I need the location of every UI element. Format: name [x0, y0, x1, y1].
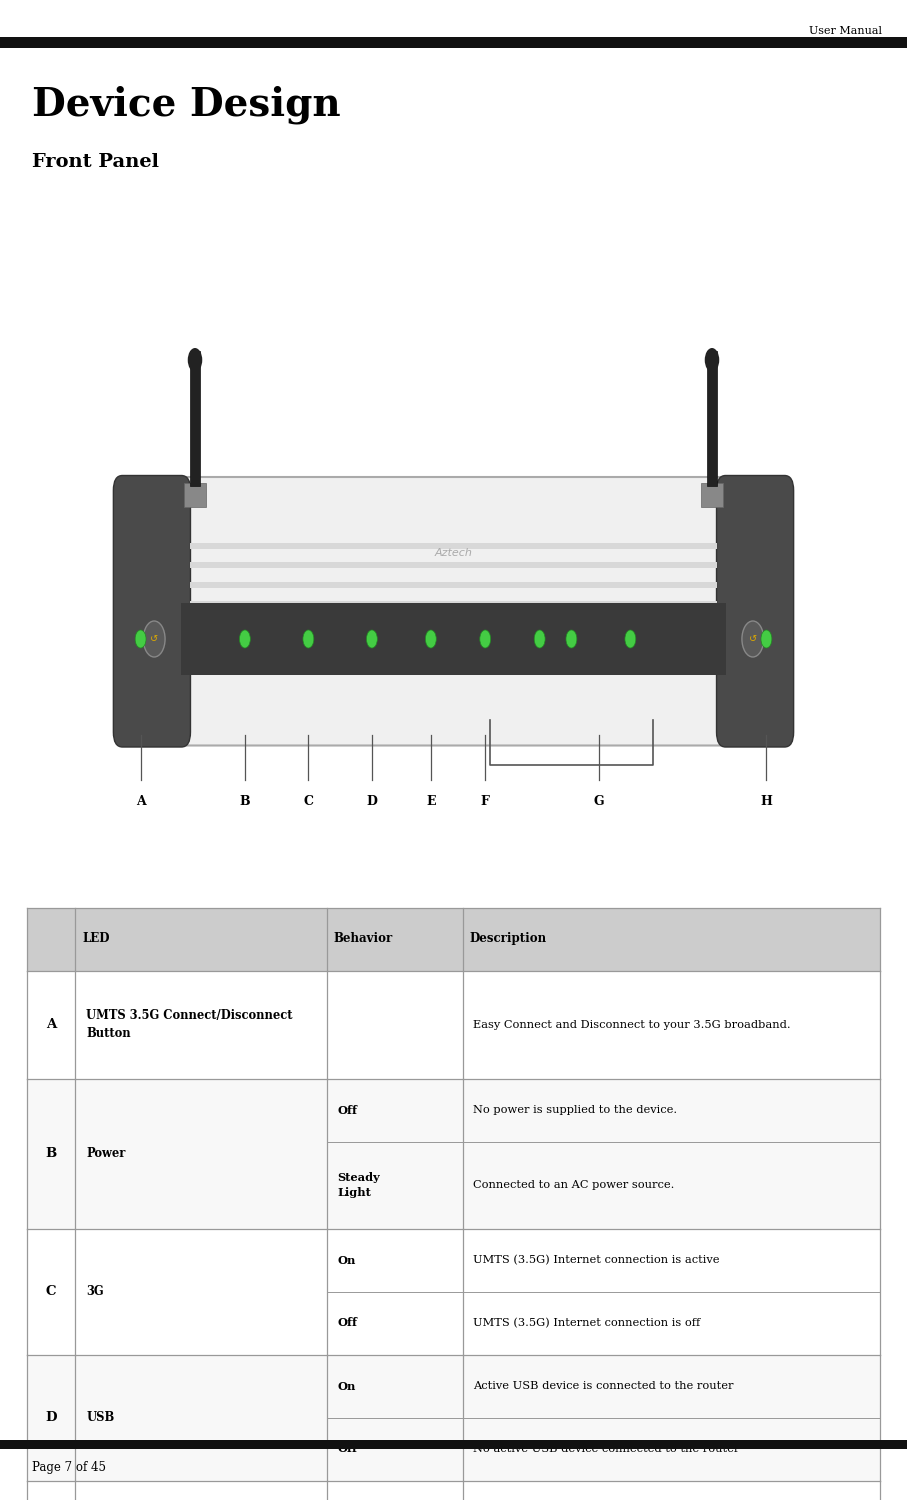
- Bar: [190, 582, 717, 588]
- Text: C: C: [46, 1286, 56, 1298]
- Bar: [0, 38, 907, 48]
- Text: Behavior: Behavior: [334, 933, 393, 945]
- Text: Device Design: Device Design: [32, 86, 340, 124]
- Text: Connected to an AC power source.: Connected to an AC power source.: [473, 1180, 675, 1190]
- Text: User Manual: User Manual: [809, 27, 882, 36]
- Circle shape: [625, 630, 636, 648]
- Circle shape: [566, 630, 577, 648]
- Bar: [190, 621, 717, 627]
- FancyBboxPatch shape: [116, 477, 791, 746]
- Circle shape: [534, 630, 545, 648]
- Text: On: On: [337, 1380, 356, 1392]
- Bar: [190, 543, 717, 549]
- Text: Off: Off: [337, 1317, 357, 1329]
- Text: Off: Off: [337, 1104, 357, 1116]
- Text: Easy Connect and Disconnect to your 3.5G broadband.: Easy Connect and Disconnect to your 3.5G…: [473, 1020, 791, 1029]
- Text: UMTS (3.5G) Internet connection is active: UMTS (3.5G) Internet connection is activ…: [473, 1256, 720, 1264]
- Text: E: E: [426, 795, 435, 808]
- Circle shape: [761, 630, 772, 648]
- Text: Active USB device is connected to the router: Active USB device is connected to the ro…: [473, 1382, 734, 1390]
- Text: Power: Power: [86, 1148, 125, 1160]
- Circle shape: [143, 621, 165, 657]
- Bar: [707, 351, 717, 486]
- FancyBboxPatch shape: [113, 476, 190, 747]
- Bar: [701, 483, 723, 507]
- Text: On: On: [337, 1254, 356, 1266]
- Text: H: H: [760, 795, 773, 808]
- Circle shape: [366, 630, 377, 648]
- Bar: [27, 970, 880, 1078]
- Circle shape: [705, 348, 719, 372]
- Circle shape: [480, 630, 491, 648]
- Text: Off: Off: [337, 1443, 357, 1455]
- Circle shape: [303, 630, 314, 648]
- Text: G: G: [593, 795, 604, 808]
- Text: A: A: [46, 1019, 56, 1031]
- Text: ↺: ↺: [749, 634, 756, 644]
- Bar: [27, 1480, 880, 1500]
- Text: Page 7 of 45: Page 7 of 45: [32, 1461, 106, 1473]
- Circle shape: [425, 630, 436, 648]
- Text: UMTS (3.5G) Internet connection is off: UMTS (3.5G) Internet connection is off: [473, 1318, 701, 1328]
- FancyBboxPatch shape: [717, 476, 794, 747]
- Text: No active USB device connected to the router: No active USB device connected to the ro…: [473, 1444, 740, 1454]
- Bar: [27, 1354, 880, 1480]
- Text: B: B: [239, 795, 250, 808]
- Bar: [184, 483, 206, 507]
- Text: 3G: 3G: [86, 1286, 103, 1298]
- Bar: [0, 1440, 907, 1449]
- Bar: [190, 602, 717, 608]
- Circle shape: [239, 630, 250, 648]
- Text: ↺: ↺: [151, 634, 158, 644]
- Text: D: D: [366, 795, 377, 808]
- Bar: [181, 603, 726, 675]
- Circle shape: [135, 630, 146, 648]
- Text: USB: USB: [86, 1412, 114, 1424]
- Text: UMTS 3.5G Connect/Disconnect
Button: UMTS 3.5G Connect/Disconnect Button: [86, 1010, 293, 1040]
- Bar: [27, 908, 880, 970]
- Bar: [27, 1228, 880, 1354]
- Text: F: F: [481, 795, 490, 808]
- Bar: [27, 1078, 880, 1228]
- Circle shape: [742, 621, 764, 657]
- Bar: [190, 562, 717, 568]
- Text: Front Panel: Front Panel: [32, 153, 159, 171]
- Text: B: B: [45, 1148, 57, 1160]
- Bar: [190, 640, 717, 646]
- Text: Steady
Light: Steady Light: [337, 1172, 380, 1198]
- Text: Description: Description: [470, 933, 547, 945]
- Text: A: A: [136, 795, 145, 808]
- Text: LED: LED: [83, 933, 110, 945]
- Text: C: C: [303, 795, 314, 808]
- Text: Aztech: Aztech: [434, 548, 473, 558]
- Circle shape: [188, 348, 202, 372]
- Bar: [190, 351, 200, 486]
- Text: No power is supplied to the device.: No power is supplied to the device.: [473, 1106, 678, 1114]
- Text: D: D: [45, 1412, 57, 1424]
